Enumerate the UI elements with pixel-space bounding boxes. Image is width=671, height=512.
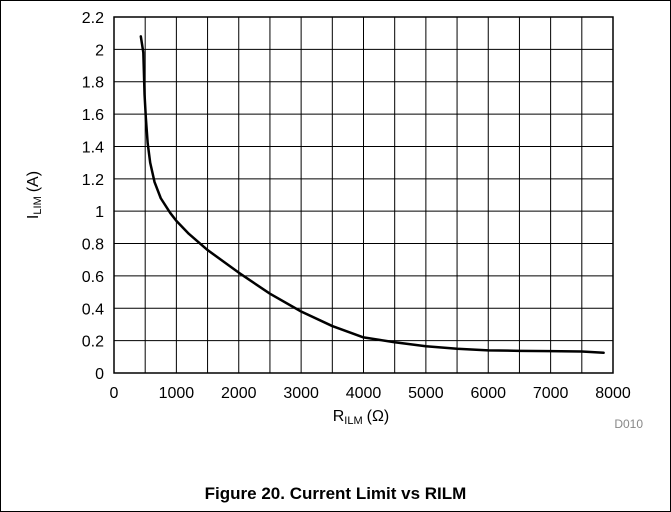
x-tick-label: 1000: [159, 385, 195, 402]
y-tick-label: 1.4: [82, 139, 104, 156]
y-tick-label: 2.2: [82, 10, 104, 27]
x-tick-label: 5000: [408, 385, 444, 402]
x-tick-label: 0: [110, 385, 119, 402]
y-tick-label: 1.2: [82, 172, 104, 189]
y-tick-label: 0.6: [82, 269, 104, 286]
x-tick-labels: 0 1000 2000 3000 4000 5000 6000 7000 8000: [110, 385, 631, 402]
y-tick-label: 2: [95, 42, 104, 59]
y-tick-label: 1.8: [82, 75, 104, 92]
grid: [113, 16, 614, 374]
x-tick-label: 8000: [595, 385, 631, 402]
figure-id: D010: [614, 417, 643, 431]
y-tick-labels: 0 0.2 0.4 0.6 0.8 1 1.2 1.4 1.6 1.8 2 2.2: [82, 10, 104, 383]
series-line: [139, 35, 605, 355]
x-tick-label: 6000: [470, 385, 506, 402]
y-tick-label: 0: [95, 366, 104, 383]
x-axis-title: RILM (Ω): [333, 408, 390, 427]
y-tick-label: 1: [95, 204, 104, 221]
y-tick-label: 0.2: [82, 334, 104, 351]
x-tick-label: 2000: [221, 385, 257, 402]
y-axis-title: ILIM(A): [25, 171, 44, 219]
y-tick-label: 0.8: [82, 237, 104, 254]
y-tick-label: 1.6: [82, 107, 104, 124]
figure-caption: Figure 20. Current Limit vs RILM: [204, 484, 467, 503]
x-tick-label: 7000: [533, 385, 569, 402]
plot-area: [113, 16, 614, 374]
x-tick-label: 4000: [346, 385, 382, 402]
x-tick-label: 3000: [283, 385, 319, 402]
y-tick-label: 0.4: [82, 301, 104, 318]
